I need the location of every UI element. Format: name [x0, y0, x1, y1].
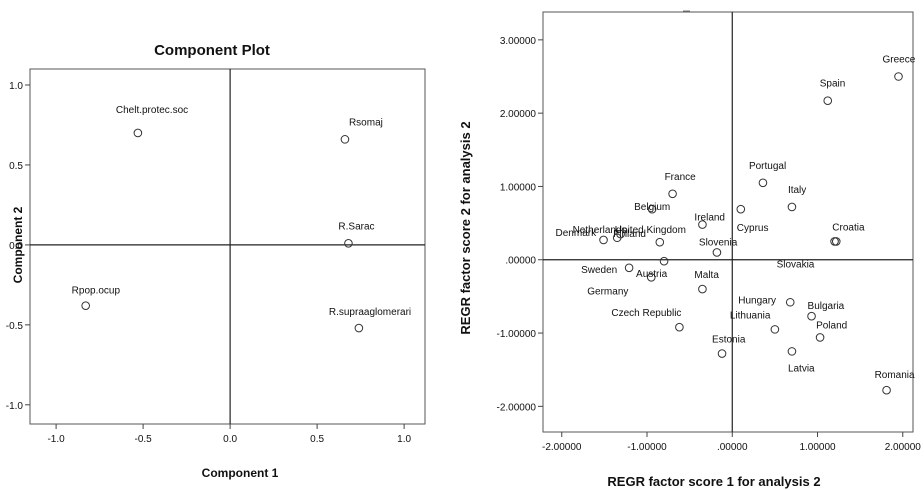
- point-label: Rpop.ocup: [72, 286, 121, 297]
- point-label: United Kingdom: [615, 225, 686, 236]
- point-label: Hungary: [738, 295, 776, 306]
- point-label: Latvia: [788, 363, 815, 374]
- point-label: Spain: [820, 79, 846, 90]
- data-point: [344, 239, 353, 248]
- data-point: [815, 333, 825, 342]
- data-point: [668, 189, 677, 199]
- x-tick-label: 0.5: [310, 434, 324, 445]
- data-point: [659, 256, 669, 266]
- data-point: [736, 204, 746, 214]
- point-label: Finland: [613, 229, 646, 240]
- data-point: [785, 297, 795, 307]
- point-label: Portugal: [749, 161, 786, 172]
- point-label: Italy: [788, 185, 806, 196]
- x-tick-label: 1.00000: [799, 442, 836, 453]
- point-label: Poland: [816, 320, 847, 331]
- y-axis-label: REGR factor score 2 for analysis 2: [458, 121, 473, 334]
- data-point: [646, 273, 656, 282]
- point-label: Bulgaria: [808, 301, 845, 312]
- x-tick-label: .00000: [717, 442, 748, 453]
- point-label: Estonia: [712, 335, 746, 346]
- left-axes: -1.0 -0.5 0.0 0.5 1.0 1.0 0.5 0.0 -0.5 -1.0: [6, 69, 425, 445]
- data-point: [831, 237, 841, 246]
- data-point: [340, 135, 350, 144]
- data-point: [787, 347, 797, 356]
- y-tick-label: 0.0: [9, 241, 23, 252]
- data-point: [599, 235, 608, 245]
- y-tick-label: .00000: [505, 256, 536, 267]
- data-point: [133, 128, 143, 138]
- point-label: Sweden: [581, 265, 617, 276]
- point-label: Germany: [587, 286, 628, 297]
- data-point: [647, 204, 657, 214]
- point-label: Slovenia: [699, 237, 738, 248]
- data-point: [354, 323, 364, 333]
- x-tick-label: -2.00000: [542, 442, 582, 453]
- data-point: [717, 349, 727, 358]
- point-label: Czech Republic: [611, 308, 681, 319]
- x-tick-label: 1.0: [397, 434, 411, 445]
- point-label: R.Sarac: [338, 221, 374, 232]
- y-tick-label: 1.0: [9, 81, 23, 92]
- point-label: Netherlands: [573, 225, 627, 236]
- data-point: [882, 385, 891, 395]
- data-point: [675, 322, 684, 332]
- data-point: [698, 284, 707, 294]
- left-points: Chelt.protec.soc Rsomaj R.Sarac Rpop.ocup R.…: [72, 105, 411, 333]
- factor-score-plot: -2.00000 -1.00000 .00000 1.00000 2.00000 3.00…: [458, 10, 922, 489]
- x-tick-label: -0.5: [134, 434, 152, 445]
- y-tick-label: -1.0: [6, 401, 24, 412]
- y-axis-label: Component 2: [11, 206, 25, 283]
- y-tick-label: -1.00000: [497, 329, 537, 340]
- data-point: [655, 237, 665, 247]
- point-label: Croatia: [832, 222, 865, 233]
- x-tick-label: 0.0: [223, 434, 237, 445]
- plot-frame: [29, 68, 426, 425]
- y-tick-label: 0.5: [9, 161, 23, 172]
- point-label: France: [665, 172, 697, 183]
- chart-title: Component Plot: [154, 42, 270, 59]
- point-label: Austria: [636, 269, 668, 280]
- data-point: [81, 301, 90, 310]
- y-tick-label: 3.00000: [500, 36, 537, 47]
- x-tick-label: 2.00000: [885, 442, 922, 453]
- data-point: [807, 311, 816, 321]
- x-tick-label: -1.00000: [627, 442, 667, 453]
- y-tick-label: -0.5: [6, 321, 24, 332]
- point-label: Ireland: [694, 213, 725, 224]
- y-tick-label: 1.00000: [500, 182, 537, 193]
- data-point: [624, 263, 634, 273]
- data-point: [787, 202, 797, 212]
- point-label: Belgium: [634, 202, 670, 213]
- x-axis-label: Component 1: [202, 466, 279, 480]
- point-label: Greece: [883, 55, 916, 66]
- x-tick-label: -1.0: [47, 434, 65, 445]
- point-label: Romania: [875, 370, 915, 381]
- plot-frame: [542, 11, 914, 433]
- point-label: Rsomaj: [349, 117, 383, 128]
- y-tick-label: 2.00000: [500, 109, 537, 120]
- x-axis-label: REGR factor score 1 for analysis 2: [607, 474, 820, 489]
- data-point: [758, 178, 768, 188]
- data-point: [830, 237, 839, 246]
- data-point: [698, 220, 707, 229]
- right-axes: -2.00000 -1.00000 .00000 1.00000 2.00000 3.00…: [497, 12, 922, 453]
- point-label: Slovakia: [777, 259, 815, 270]
- point-label: Malta: [694, 270, 719, 281]
- point-label: Denmark: [556, 228, 598, 239]
- component-plot: Component Plot -1.0 -0.5 0.0 0.5 1.0 1.0 0.5 0.…: [6, 42, 426, 480]
- data-point: [823, 96, 833, 105]
- y-tick-label: -2.00000: [497, 402, 537, 413]
- point-label: Chelt.protec.soc: [116, 105, 188, 116]
- point-label: Cyprus: [737, 223, 769, 234]
- data-point: [712, 248, 722, 257]
- point-label: R.supraaglomerari: [329, 307, 411, 318]
- data-point: [894, 72, 903, 81]
- data-point: [770, 325, 780, 334]
- data-point: [616, 229, 625, 239]
- right-points: Greece Spain Portugal France Italy Belgium Ire…: [556, 55, 916, 395]
- point-label: Lithuania: [730, 310, 771, 321]
